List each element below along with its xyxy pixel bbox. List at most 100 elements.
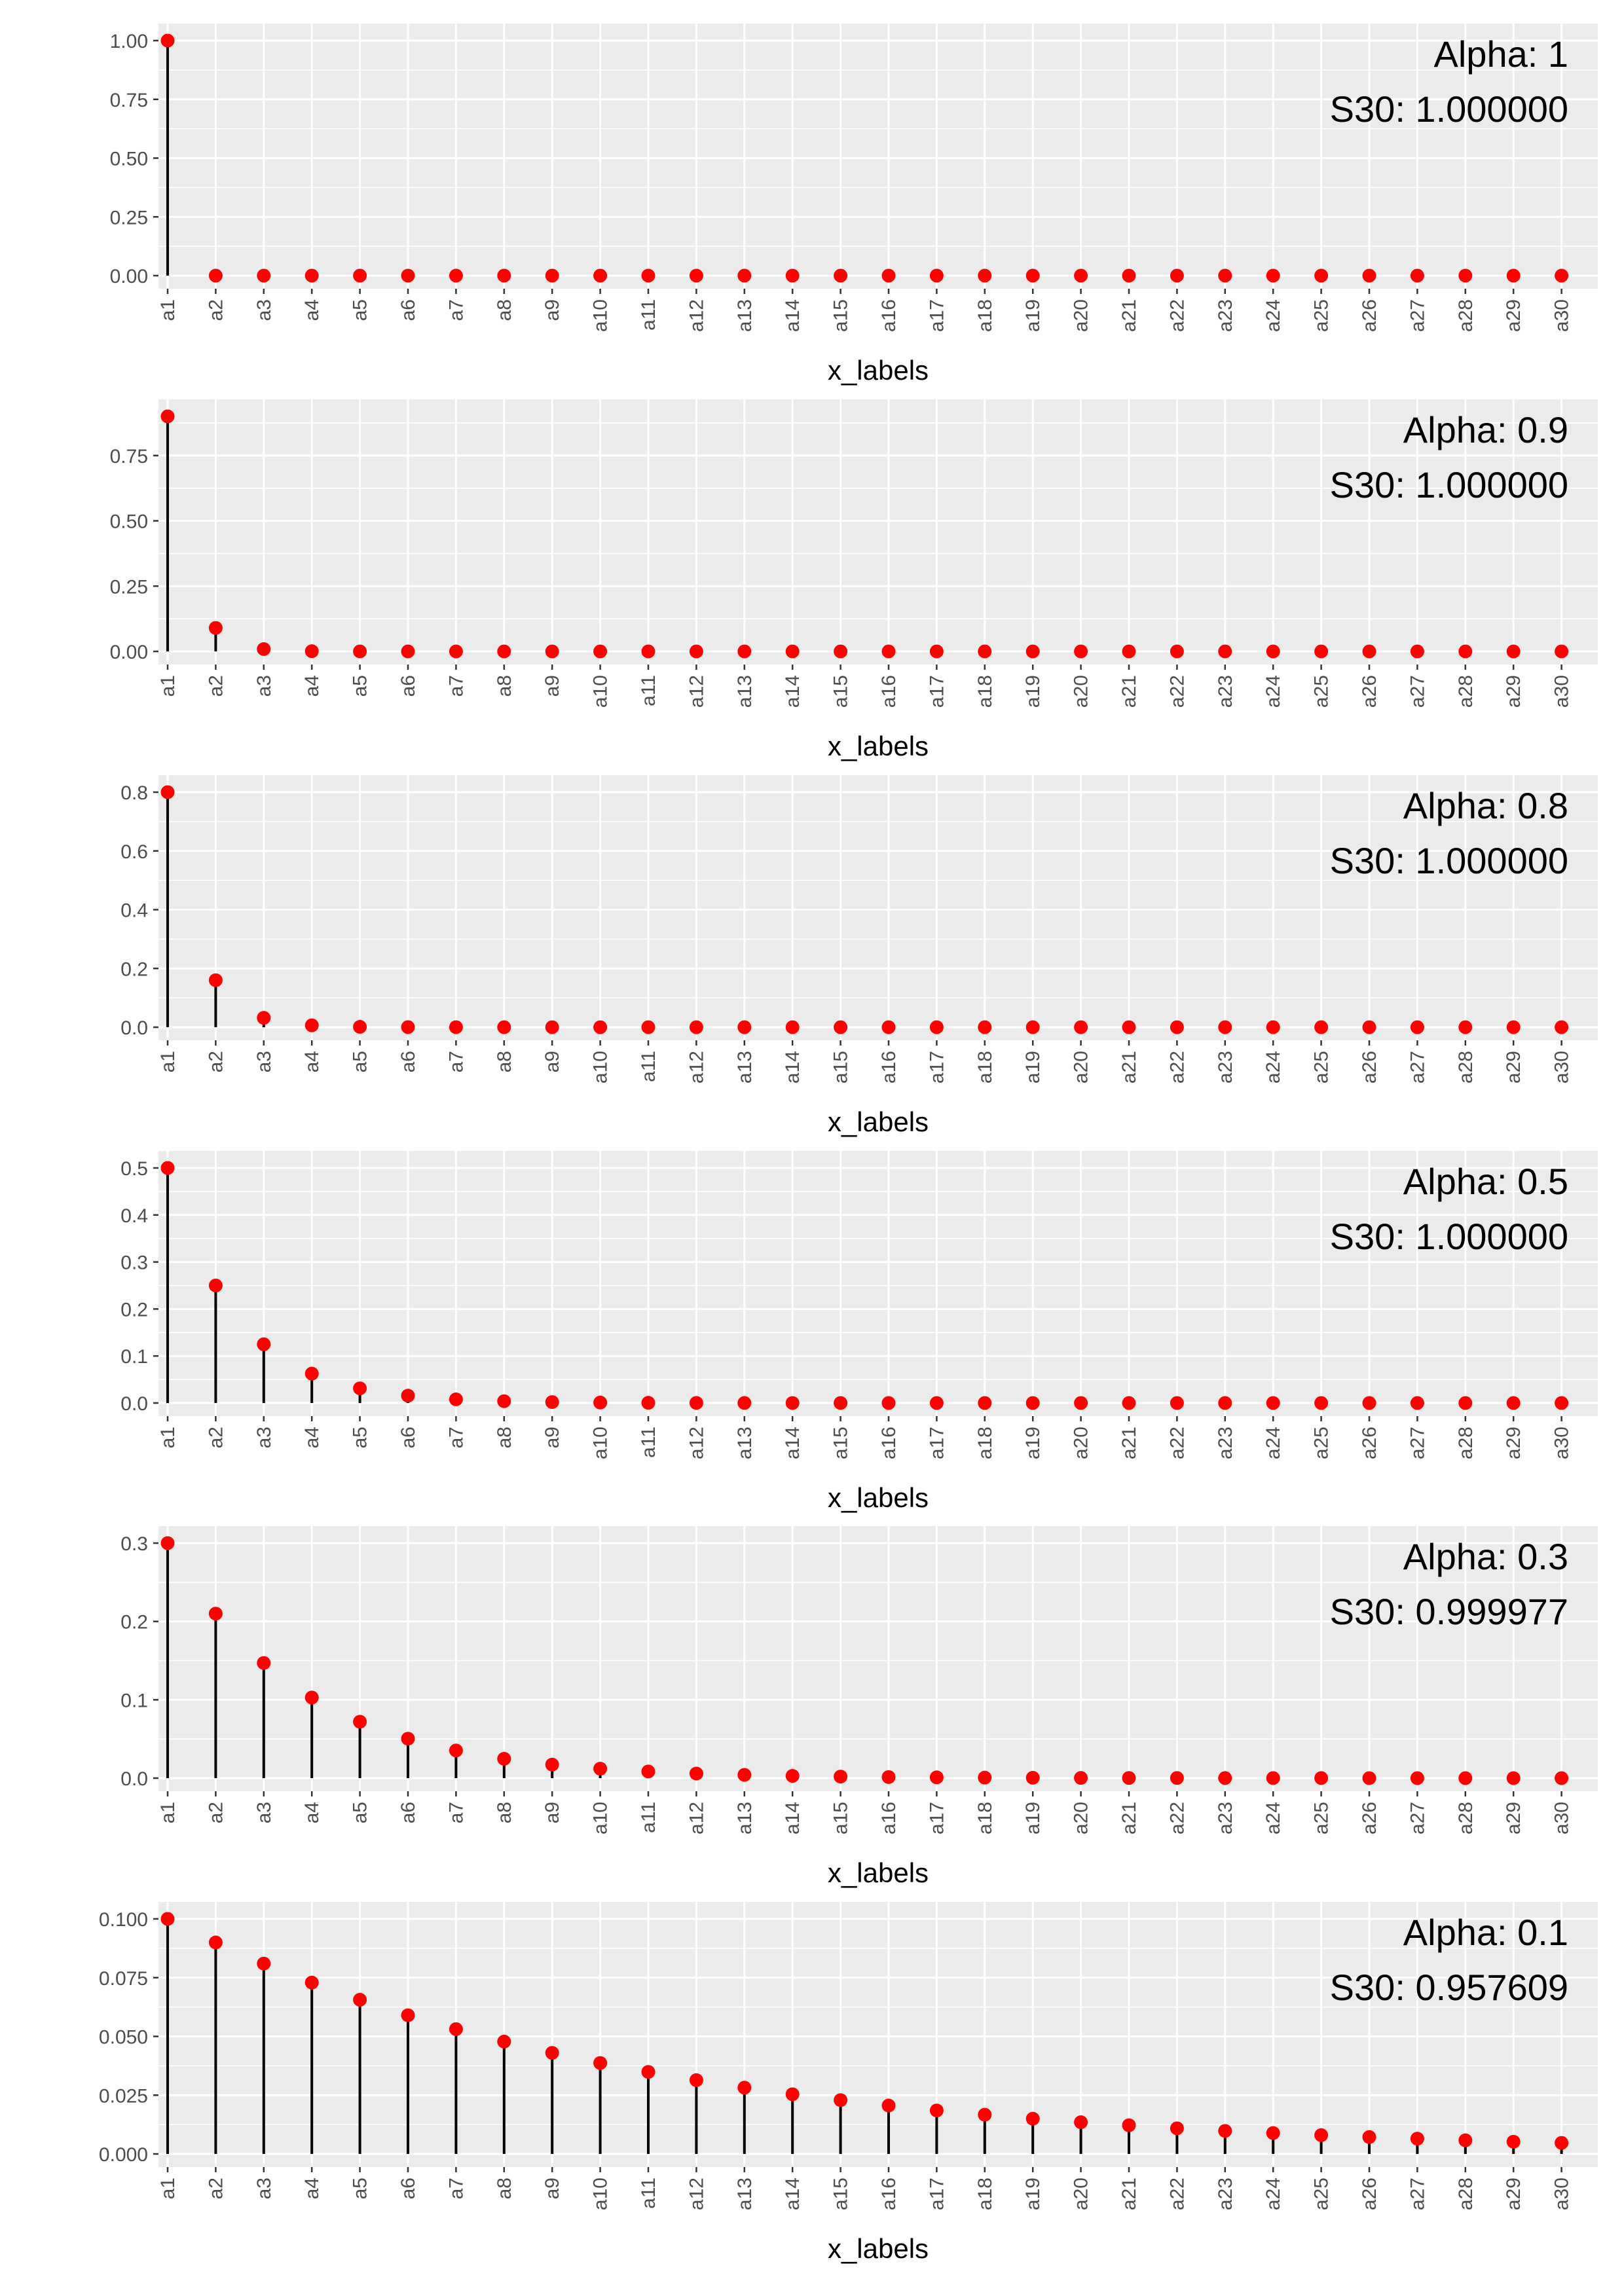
x-tick-label: a8 — [494, 1802, 515, 1823]
lollipop-point — [257, 1656, 271, 1670]
lollipop-point — [1218, 1020, 1232, 1034]
lollipop-point — [593, 1762, 608, 1776]
x-tick-label: a13 — [734, 1802, 756, 1834]
x-tick-label: a2 — [205, 1051, 227, 1072]
y-tick-label: 1.00 — [110, 31, 148, 52]
lollipop-point — [304, 268, 319, 283]
x-tick-label: a10 — [590, 1051, 612, 1084]
x-tick-label: a4 — [301, 299, 323, 321]
x-tick-label: a16 — [878, 1051, 900, 1084]
lollipop-point — [257, 1956, 271, 1971]
lollipop-point — [353, 1381, 367, 1396]
lollipop-point — [1122, 1020, 1136, 1034]
lollipop-point — [737, 1396, 752, 1410]
lollipop-point — [1362, 1396, 1376, 1410]
lollipop-point — [497, 644, 511, 659]
lollipop-point — [834, 644, 848, 659]
x-tick-label: a4 — [301, 2178, 323, 2199]
lollipop-point — [545, 2046, 559, 2060]
lollipop-point — [1410, 2132, 1424, 2146]
lollipop-point — [1218, 644, 1232, 659]
x-tick-label: a28 — [1455, 1051, 1477, 1084]
plot-background — [158, 1902, 1598, 2167]
lollipop-point — [834, 1770, 848, 1784]
x-axis-title: x_labels — [828, 2233, 929, 2264]
x-tick-label: a6 — [397, 2178, 419, 2199]
x-tick-label: a22 — [1166, 2178, 1188, 2210]
lollipop-point — [737, 1020, 752, 1034]
lollipop-point — [1122, 644, 1136, 659]
x-tick-label: a27 — [1407, 299, 1428, 332]
lollipop-point — [1122, 2118, 1136, 2132]
lollipop-point — [160, 33, 175, 48]
x-tick-label: a9 — [542, 1051, 563, 1072]
x-tick-label: a4 — [301, 1427, 323, 1448]
lollipop-point — [1170, 1020, 1184, 1034]
x-tick-label: a13 — [734, 1051, 756, 1084]
lollipop-point — [449, 1392, 463, 1406]
x-tick-label: a3 — [253, 1427, 275, 1448]
x-tick-label: a14 — [782, 675, 803, 708]
y-tick-label: 0.3 — [120, 1252, 148, 1274]
x-tick-label: a12 — [686, 675, 707, 708]
x-axis-title: x_labels — [828, 731, 929, 761]
lollipop-point — [1218, 1771, 1232, 1785]
lollipop-point — [689, 268, 703, 283]
lollipop-point — [1458, 1771, 1473, 1785]
x-tick-label: a18 — [974, 1802, 996, 1834]
lollipop-point — [834, 2093, 848, 2107]
lollipop-point — [1266, 268, 1280, 283]
lollipop-point — [1025, 1020, 1040, 1034]
lollipop-point — [1266, 644, 1280, 659]
x-tick-label: a6 — [397, 1802, 419, 1823]
x-tick-label: a22 — [1166, 299, 1188, 332]
lollipop-point — [834, 268, 848, 283]
lollipop-point — [1555, 1771, 1569, 1785]
y-tick-label: 0.8 — [120, 782, 148, 804]
lollipop-point — [1506, 644, 1521, 659]
lollipop-point — [208, 1279, 223, 1292]
x-tick-label: a9 — [542, 1427, 563, 1448]
y-tick-label: 0.4 — [120, 900, 148, 922]
x-tick-label: a5 — [350, 675, 371, 697]
y-tick-label: 0.2 — [120, 1612, 148, 1633]
s30-annotation: S30: 0.999977 — [1330, 1591, 1568, 1632]
x-tick-label: a9 — [542, 2178, 563, 2199]
y-tick-label: 0.0 — [120, 1393, 148, 1415]
lollipop-point — [785, 1769, 800, 1783]
lollipop-point — [929, 644, 944, 659]
x-tick-label: a15 — [830, 299, 852, 332]
s30-annotation: S30: 1.000000 — [1330, 464, 1568, 505]
lollipop-point — [1074, 1396, 1088, 1410]
lollipop-point — [641, 644, 655, 659]
lollipop-point — [1314, 1020, 1329, 1034]
x-tick-label: a19 — [1022, 675, 1044, 708]
x-tick-label: a29 — [1503, 2178, 1524, 2210]
lollipop-point — [881, 1396, 896, 1410]
x-tick-label: a28 — [1455, 1802, 1477, 1834]
x-tick-label: a16 — [878, 2178, 900, 2210]
x-tick-label: a25 — [1311, 2178, 1333, 2210]
lollipop-point — [449, 2022, 463, 2036]
lollipop-point — [497, 1020, 511, 1034]
lollipop-point — [401, 1732, 415, 1746]
x-tick-label: a15 — [830, 1802, 852, 1834]
lollipop-point — [1074, 268, 1088, 283]
lollipop-point — [1025, 268, 1040, 283]
x-tick-label: a17 — [926, 299, 948, 332]
lollipop-point — [449, 268, 463, 283]
lollipop-point — [401, 644, 415, 659]
x-tick-label: a19 — [1022, 2178, 1044, 2210]
s30-annotation: S30: 1.000000 — [1330, 88, 1568, 130]
plot-background — [158, 399, 1598, 665]
lollipop-point — [881, 644, 896, 659]
x-tick-label: a26 — [1359, 1051, 1380, 1084]
lollipop-point — [353, 1715, 367, 1729]
lollipop-point — [785, 268, 800, 283]
x-tick-label: a18 — [974, 1427, 996, 1459]
lollipop-point — [208, 621, 223, 635]
lollipop-point — [785, 644, 800, 659]
x-tick-label: a20 — [1071, 1051, 1092, 1084]
y-tick-label: 0.2 — [120, 958, 148, 980]
